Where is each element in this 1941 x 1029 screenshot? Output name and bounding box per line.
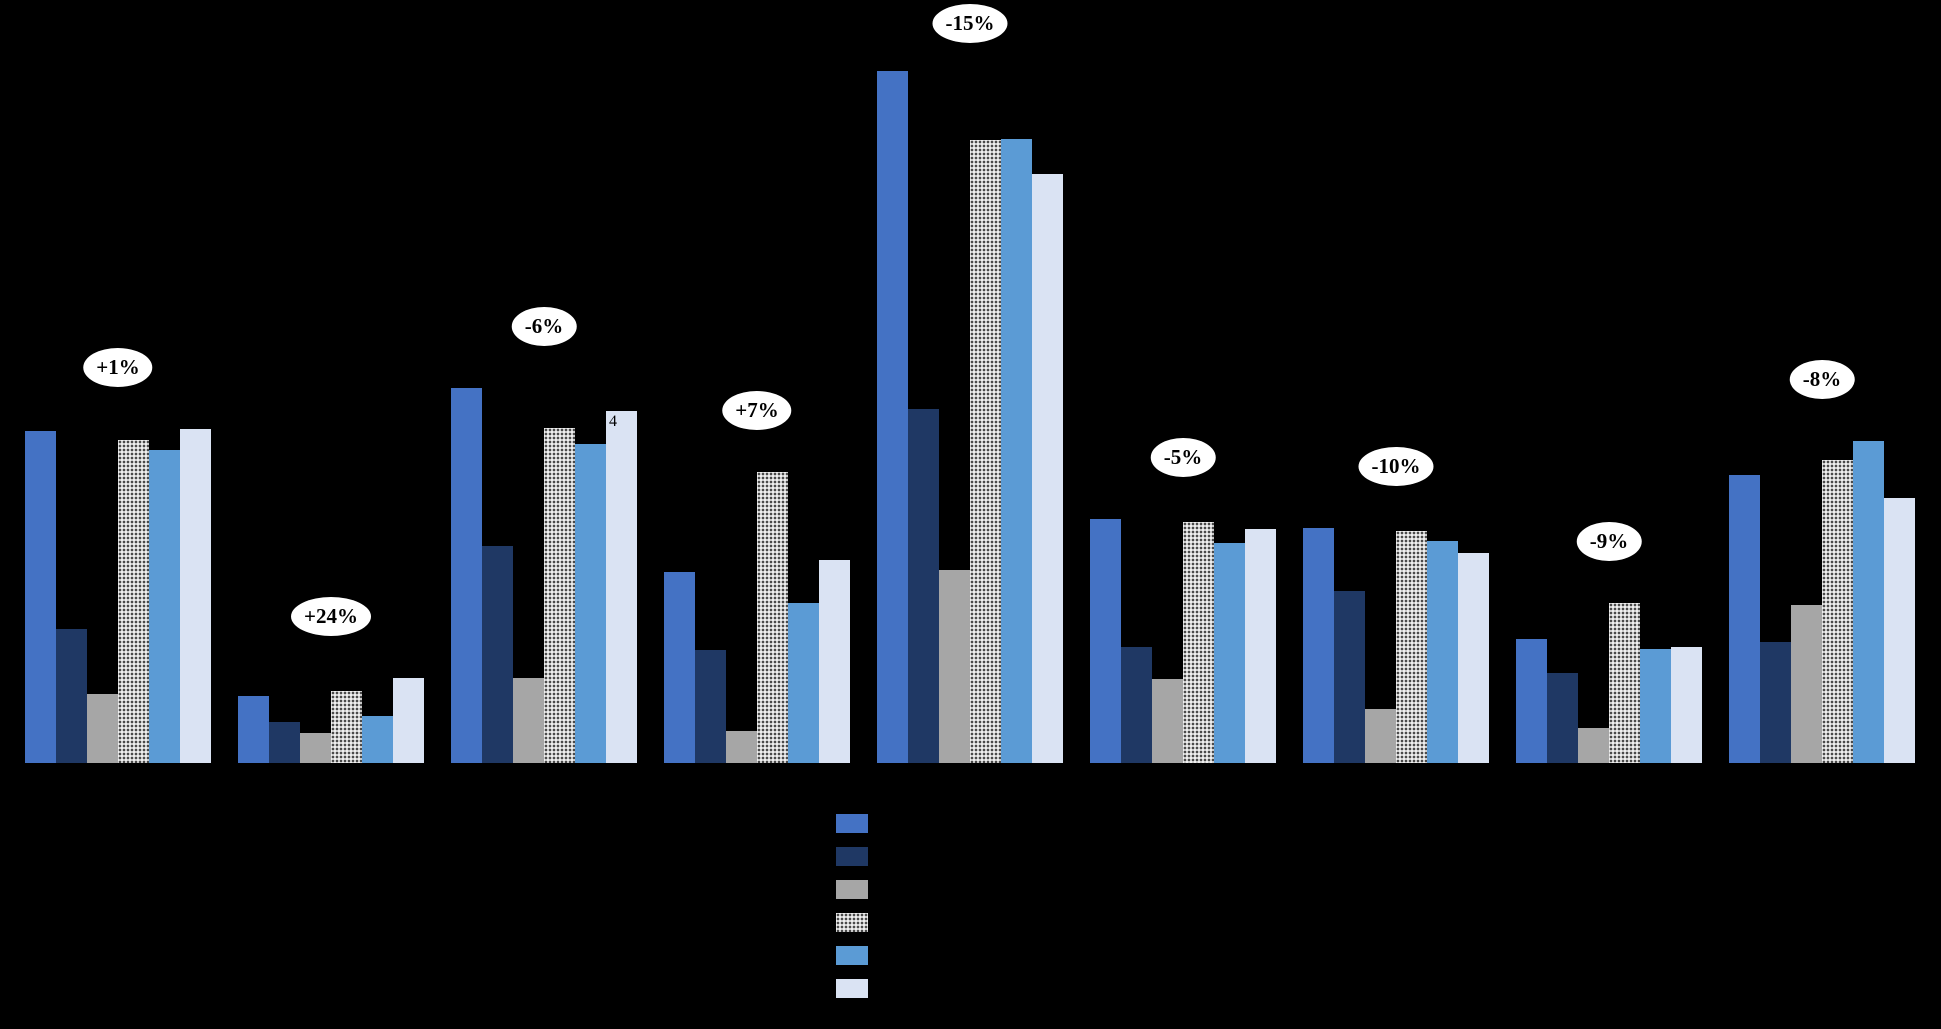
- bar-group: -15%: [877, 0, 1063, 763]
- bar-light-blue: [1001, 139, 1032, 763]
- bar-light-blue: [788, 603, 819, 763]
- bar-blue: [1090, 519, 1121, 763]
- bar-gray: [1791, 605, 1822, 763]
- plot-area: +1% +24% -6% +7% -15% -5% -10% -9% -8% 4: [25, 0, 1915, 763]
- bar-dotted-pattern: [970, 140, 1001, 763]
- bar-gray: [939, 570, 970, 763]
- bar-group: -5%: [1090, 0, 1276, 763]
- bar-dotted-pattern: [757, 472, 788, 763]
- legend-entry-dark-navy: [836, 847, 868, 866]
- bar-light-blue: [1214, 543, 1245, 763]
- bar-blue: [1303, 528, 1334, 763]
- bar-dark-navy: [56, 629, 87, 763]
- bar-dotted-pattern: [1609, 603, 1640, 763]
- bar-dark-navy: [695, 650, 726, 763]
- bar-pale-blue: [1884, 498, 1915, 763]
- bar-pale-blue: [1671, 647, 1702, 763]
- annotation-bubble: -6%: [511, 307, 577, 346]
- bar-gray: [513, 678, 544, 763]
- bar-blue: [25, 431, 56, 763]
- annotation-bubble: -9%: [1576, 522, 1642, 561]
- bar-blue: [1516, 639, 1547, 763]
- bar-dotted-pattern: [1396, 531, 1427, 763]
- legend-swatch-dotted-pattern: [836, 913, 868, 932]
- bar-gray: [87, 694, 118, 763]
- legend-swatch-blue: [836, 814, 868, 833]
- bar-dotted-pattern: [331, 691, 362, 763]
- bar-group: +1%: [25, 0, 211, 763]
- bar-pale-blue: [1245, 529, 1276, 763]
- legend-entry-dotted-pattern: [836, 913, 868, 932]
- bar-light-blue: [1640, 649, 1671, 763]
- bar-dotted-pattern: [118, 440, 149, 763]
- bar-dotted-pattern: [544, 428, 575, 763]
- bar-blue: [877, 71, 908, 763]
- bar-dark-navy: [1547, 673, 1578, 763]
- annotation-bubble: -8%: [1789, 360, 1855, 399]
- bar-dotted-pattern: [1822, 460, 1853, 763]
- annotation-bubble: -5%: [1150, 438, 1216, 477]
- bar-dark-navy: [1760, 642, 1791, 763]
- bar-pale-blue: [819, 560, 850, 763]
- bar-blue: [451, 388, 482, 763]
- bar-light-blue: [575, 444, 606, 763]
- legend-swatch-gray: [836, 880, 868, 899]
- bar-pale-blue: [1458, 553, 1489, 763]
- bar-group: -9%: [1516, 0, 1702, 763]
- bar-dotted-pattern: [1183, 522, 1214, 763]
- bar-gray: [300, 733, 331, 763]
- annotation-bubble: -15%: [932, 4, 1008, 43]
- data-label-fragment: 4: [609, 413, 617, 430]
- bar-blue: [664, 572, 695, 763]
- legend: [836, 814, 868, 998]
- bar-light-blue: [1427, 541, 1458, 763]
- bar-group: -10%: [1303, 0, 1489, 763]
- bar-group: +24%: [238, 0, 424, 763]
- legend-entry-blue: [836, 814, 868, 833]
- bar-gray: [1152, 679, 1183, 763]
- bar-blue: [1729, 475, 1760, 763]
- bar-group: -8%: [1729, 0, 1915, 763]
- legend-swatch-light-blue: [836, 946, 868, 965]
- bar-gray: [1365, 709, 1396, 763]
- bar-pale-blue: [1032, 174, 1063, 763]
- legend-swatch-dark-navy: [836, 847, 868, 866]
- annotation-bubble: +7%: [722, 391, 792, 430]
- bar-light-blue: [362, 716, 393, 763]
- bar-dark-navy: [269, 722, 300, 763]
- bar-gray: [1578, 728, 1609, 763]
- bar-dark-navy: [1121, 647, 1152, 763]
- bar-group: +7%: [664, 0, 850, 763]
- bar-pale-blue: [606, 411, 637, 763]
- bar-gray: [726, 731, 757, 763]
- bar-pale-blue: [393, 678, 424, 763]
- annotation-bubble: +24%: [291, 597, 371, 636]
- bar-light-blue: [149, 450, 180, 763]
- legend-entry-gray: [836, 880, 868, 899]
- bar-dark-navy: [1334, 591, 1365, 763]
- bar-dark-navy: [908, 409, 939, 763]
- annotation-bubble: +1%: [83, 348, 153, 387]
- bar-pale-blue: [180, 429, 211, 763]
- bar-light-blue: [1853, 441, 1884, 763]
- legend-swatch-pale-blue: [836, 979, 868, 998]
- legend-entry-light-blue: [836, 946, 868, 965]
- annotation-bubble: -10%: [1358, 447, 1434, 486]
- legend-entry-pale-blue: [836, 979, 868, 998]
- bar-dark-navy: [482, 546, 513, 763]
- bar-blue: [238, 696, 269, 763]
- bar-group: -6%: [451, 0, 637, 763]
